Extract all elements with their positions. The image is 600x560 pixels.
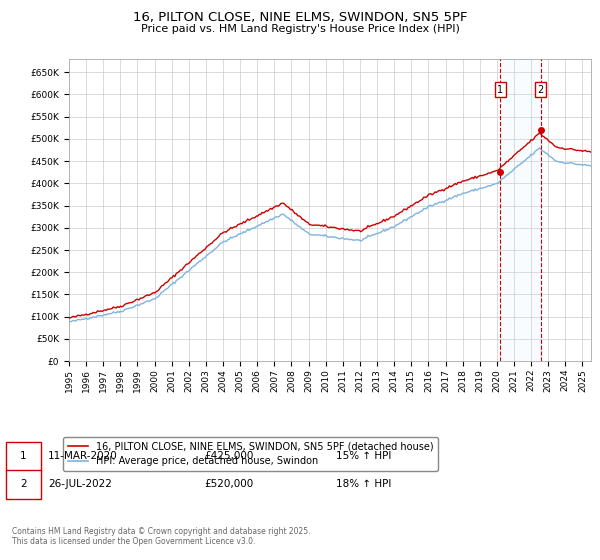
Text: 11-MAR-2020: 11-MAR-2020	[48, 451, 118, 461]
Bar	[500, 59, 541, 361]
Legend: 16, PILTON CLOSE, NINE ELMS, SWINDON, SN5 5PF (detached house), HPI: Average pri: 16, PILTON CLOSE, NINE ELMS, SWINDON, SN…	[64, 437, 438, 472]
Text: 18% ↑ HPI: 18% ↑ HPI	[336, 479, 391, 489]
Text: 1: 1	[497, 85, 503, 95]
Text: £425,000: £425,000	[204, 451, 253, 461]
Text: £520,000: £520,000	[204, 479, 253, 489]
Text: 15% ↑ HPI: 15% ↑ HPI	[336, 451, 391, 461]
Text: 2: 2	[20, 479, 27, 489]
Text: Price paid vs. HM Land Registry's House Price Index (HPI): Price paid vs. HM Land Registry's House …	[140, 24, 460, 34]
Text: 2: 2	[538, 85, 544, 95]
Text: 16, PILTON CLOSE, NINE ELMS, SWINDON, SN5 5PF: 16, PILTON CLOSE, NINE ELMS, SWINDON, SN…	[133, 11, 467, 24]
Text: 1: 1	[20, 451, 27, 461]
Text: 26-JUL-2022: 26-JUL-2022	[48, 479, 112, 489]
Text: Contains HM Land Registry data © Crown copyright and database right 2025.
This d: Contains HM Land Registry data © Crown c…	[12, 526, 311, 546]
